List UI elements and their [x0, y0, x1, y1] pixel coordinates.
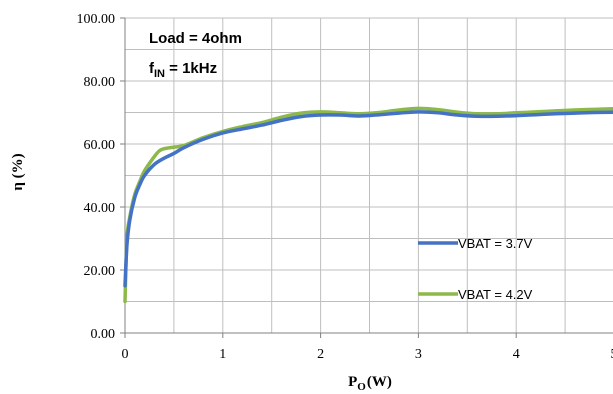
x-tick-label: 0	[122, 347, 129, 362]
x-tick-label: 4	[513, 347, 520, 362]
y-tick-label: 60.00	[84, 138, 116, 153]
x-tick-label: 5	[611, 347, 613, 362]
series-line-vbat-4-2	[123, 106, 613, 304]
grid-lines	[125, 17, 613, 333]
legend: VBAT = 3.7V VBAT = 4.2V	[418, 236, 533, 302]
x-axis-title: PO(W)	[348, 374, 392, 393]
y-tick-label: 0.00	[91, 327, 116, 342]
legend-label-vbat-4-2: VBAT = 4.2V	[458, 287, 533, 302]
y-tick-label: 40.00	[84, 201, 116, 216]
legend-label-vbat-3-7: VBAT = 3.7V	[458, 236, 533, 251]
x-tick-label: 1	[219, 347, 226, 362]
y-axis-title: η (%)	[10, 153, 26, 190]
y-tick-label: 100.00	[77, 12, 116, 27]
tick-labels: 0.00 20.00 40.00 60.00 80.00 100.00 0 1 2 3 4 5	[77, 12, 613, 362]
x-tick-label: 2	[317, 347, 324, 362]
annotation-frequency: fIN = 1kHz	[149, 60, 217, 80]
series-line-vbat-3-7	[123, 110, 613, 288]
y-tick-label: 80.00	[84, 75, 116, 90]
annotation-load: Load = 4ohm	[149, 30, 242, 47]
x-tick-label: 3	[415, 347, 422, 362]
series-lines	[123, 106, 613, 304]
y-tick-label: 20.00	[84, 264, 116, 279]
